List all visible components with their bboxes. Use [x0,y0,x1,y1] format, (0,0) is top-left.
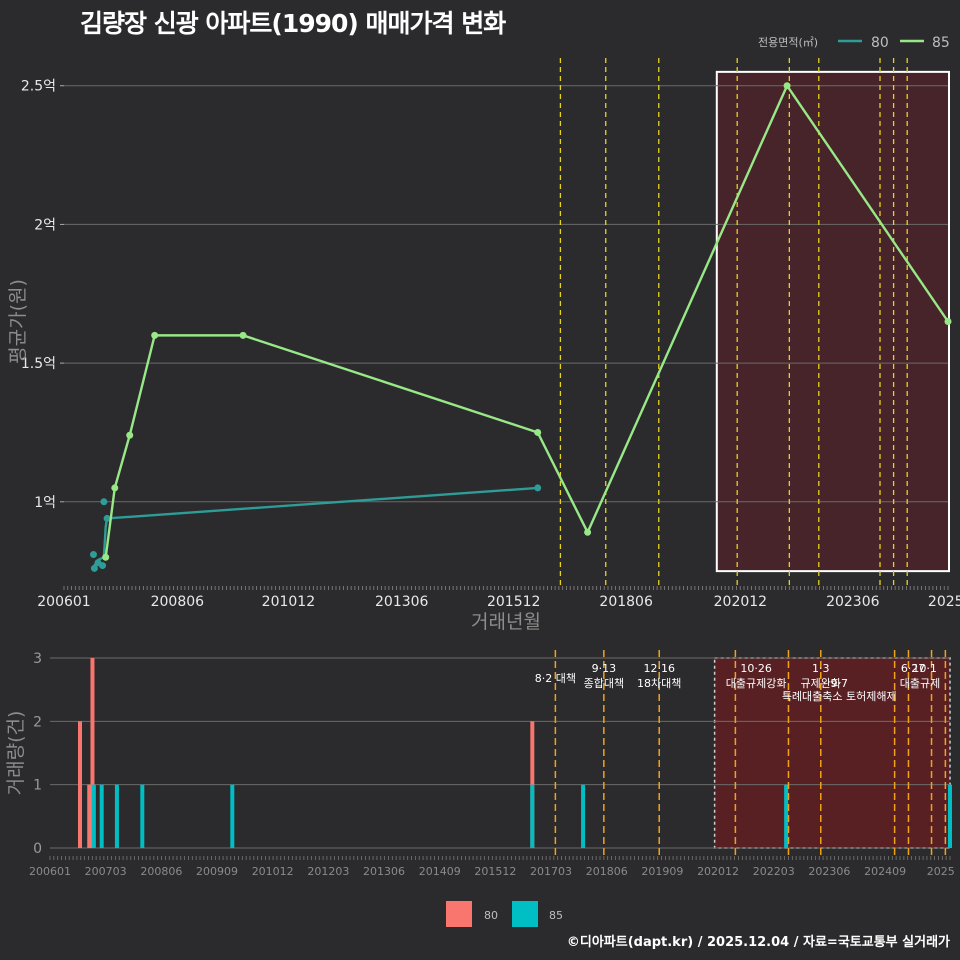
y-tick-label-bottom: 1 [33,778,42,794]
bar-80 [90,658,95,848]
x-tick-label-bottom: 202203 [753,865,795,878]
y-axis-label-bottom: 거래량(건) [5,711,27,796]
bar-85 [140,784,145,848]
y-axis-label: 평균가(원) [7,279,29,364]
x-tick-label: 202012 [714,594,767,610]
bar-80 [78,721,82,848]
series-85-point [584,528,592,536]
series-80-point [99,562,107,570]
x-tick-label-bottom: 202012 [697,865,739,878]
legend-top: 전용면적(㎡) 80 85 [758,35,950,51]
bar-80 [530,721,535,848]
x-tick-label: 202306 [826,594,880,610]
series-80-point [100,498,108,506]
bar-85 [948,784,952,848]
bar-85 [99,784,104,848]
policy-annotation: 12·16 [643,662,675,675]
policy-annotation: 1·3 [812,662,830,675]
x-axis-label: 거래년월 [471,611,541,633]
series-85-point [111,484,119,492]
x-tick-label-bottom: 201909 [641,865,683,878]
legend-85-label: 85 [932,35,950,51]
bar-85 [530,784,535,848]
series-85-point [151,331,159,339]
y-tick-label: 1.5억 [21,356,56,372]
policy-annotation: 대출규제 [900,677,940,690]
series-80-point [534,484,542,492]
x-tick-label: 201306 [375,594,429,610]
y-tick-label: 1억 [34,495,56,511]
x-tick-label-bottom: 202306 [808,865,850,878]
policy-annotation: 10·26 [740,662,772,675]
x-tick-label: 200806 [151,594,205,610]
y-tick-label-bottom: 0 [33,841,42,857]
policy-annotation: 종합대책 [584,677,624,690]
y-tick-label: 2억 [34,217,56,233]
policy-annotation: 대출규제강화 [726,677,787,690]
x-tick-label-bottom: 201306 [363,865,405,878]
x-tick-label-bottom: 200806 [140,865,182,878]
series-85-point [944,318,952,325]
legend-bottom-85-swatch [512,901,538,927]
policy-annotation: 18차대책 [637,677,681,690]
x-tick-label-bottom: 202409 [864,865,906,878]
x-tick-label-bottom: 201806 [586,865,628,878]
x-tick-label-bottom: 201512 [474,865,516,878]
policy-annotation: 9·7 [830,677,848,690]
highlight-region-bottom [713,657,951,849]
y-tick-label-bottom: 2 [33,714,42,730]
legend-bottom-80-swatch [446,901,472,927]
series-80-point [89,550,97,558]
x-tick-label-bottom: 200601 [29,865,71,878]
series-80-line [93,486,538,567]
x-tick-label-bottom: 201703 [530,865,572,878]
legend-title: 전용면적(㎡) [758,36,818,49]
chart-title: 김량장 신광 아파트(1990) 매매가격 변화 [80,9,506,38]
x-tick-label-bottom: 201409 [419,865,461,878]
series-85-point [239,331,247,339]
policy-annotation: 특례대출축소 토허제해제 [782,689,897,703]
policy-annotation: 8·2 대책 [535,672,576,685]
legend-80-label: 80 [871,35,889,51]
x-tick-label-bottom: 201012 [252,865,294,878]
series-85-point [102,553,110,561]
policy-annotation: 6·27 [901,662,926,675]
series-80-point [103,514,111,522]
policy-annotation: 10·1 [912,662,937,675]
bar-85 [230,784,235,848]
x-tick-label: 2025 [928,594,960,610]
legend-bottom-80-label: 80 [484,909,498,922]
x-tick-label-bottom: 201203 [307,865,349,878]
legend-bottom-85-label: 85 [549,909,563,922]
y-tick-label: 2.5억 [21,79,56,95]
x-tick-label: 200601 [37,594,90,610]
x-tick-label-bottom: 2025 [927,865,955,878]
highlight-region [715,70,950,573]
policy-annotation: 규제완화 [801,677,841,690]
series-85-point [783,82,791,90]
legend-bottom: 80 85 [446,901,563,927]
x-tick-label: 201512 [487,594,540,610]
source-credit: ©디아파트(dapt.kr) / 2025.12.04 / 자료=국토교통부 실… [566,935,950,950]
x-tick-label-bottom: 200909 [196,865,238,878]
series-85-point [126,431,134,439]
bar-85 [581,784,586,848]
x-tick-label: 201806 [599,594,653,610]
bar-85 [114,784,119,848]
bar-80 [87,784,92,848]
series-80-point [90,564,98,572]
x-tick-label: 201012 [262,594,315,610]
policy-annotation: 9·13 [592,662,617,675]
bar-85 [91,784,96,848]
y-tick-label-bottom: 3 [33,651,42,667]
series-85-point [534,428,542,436]
x-tick-label-bottom: 200703 [85,865,127,878]
bar-85 [784,784,789,848]
